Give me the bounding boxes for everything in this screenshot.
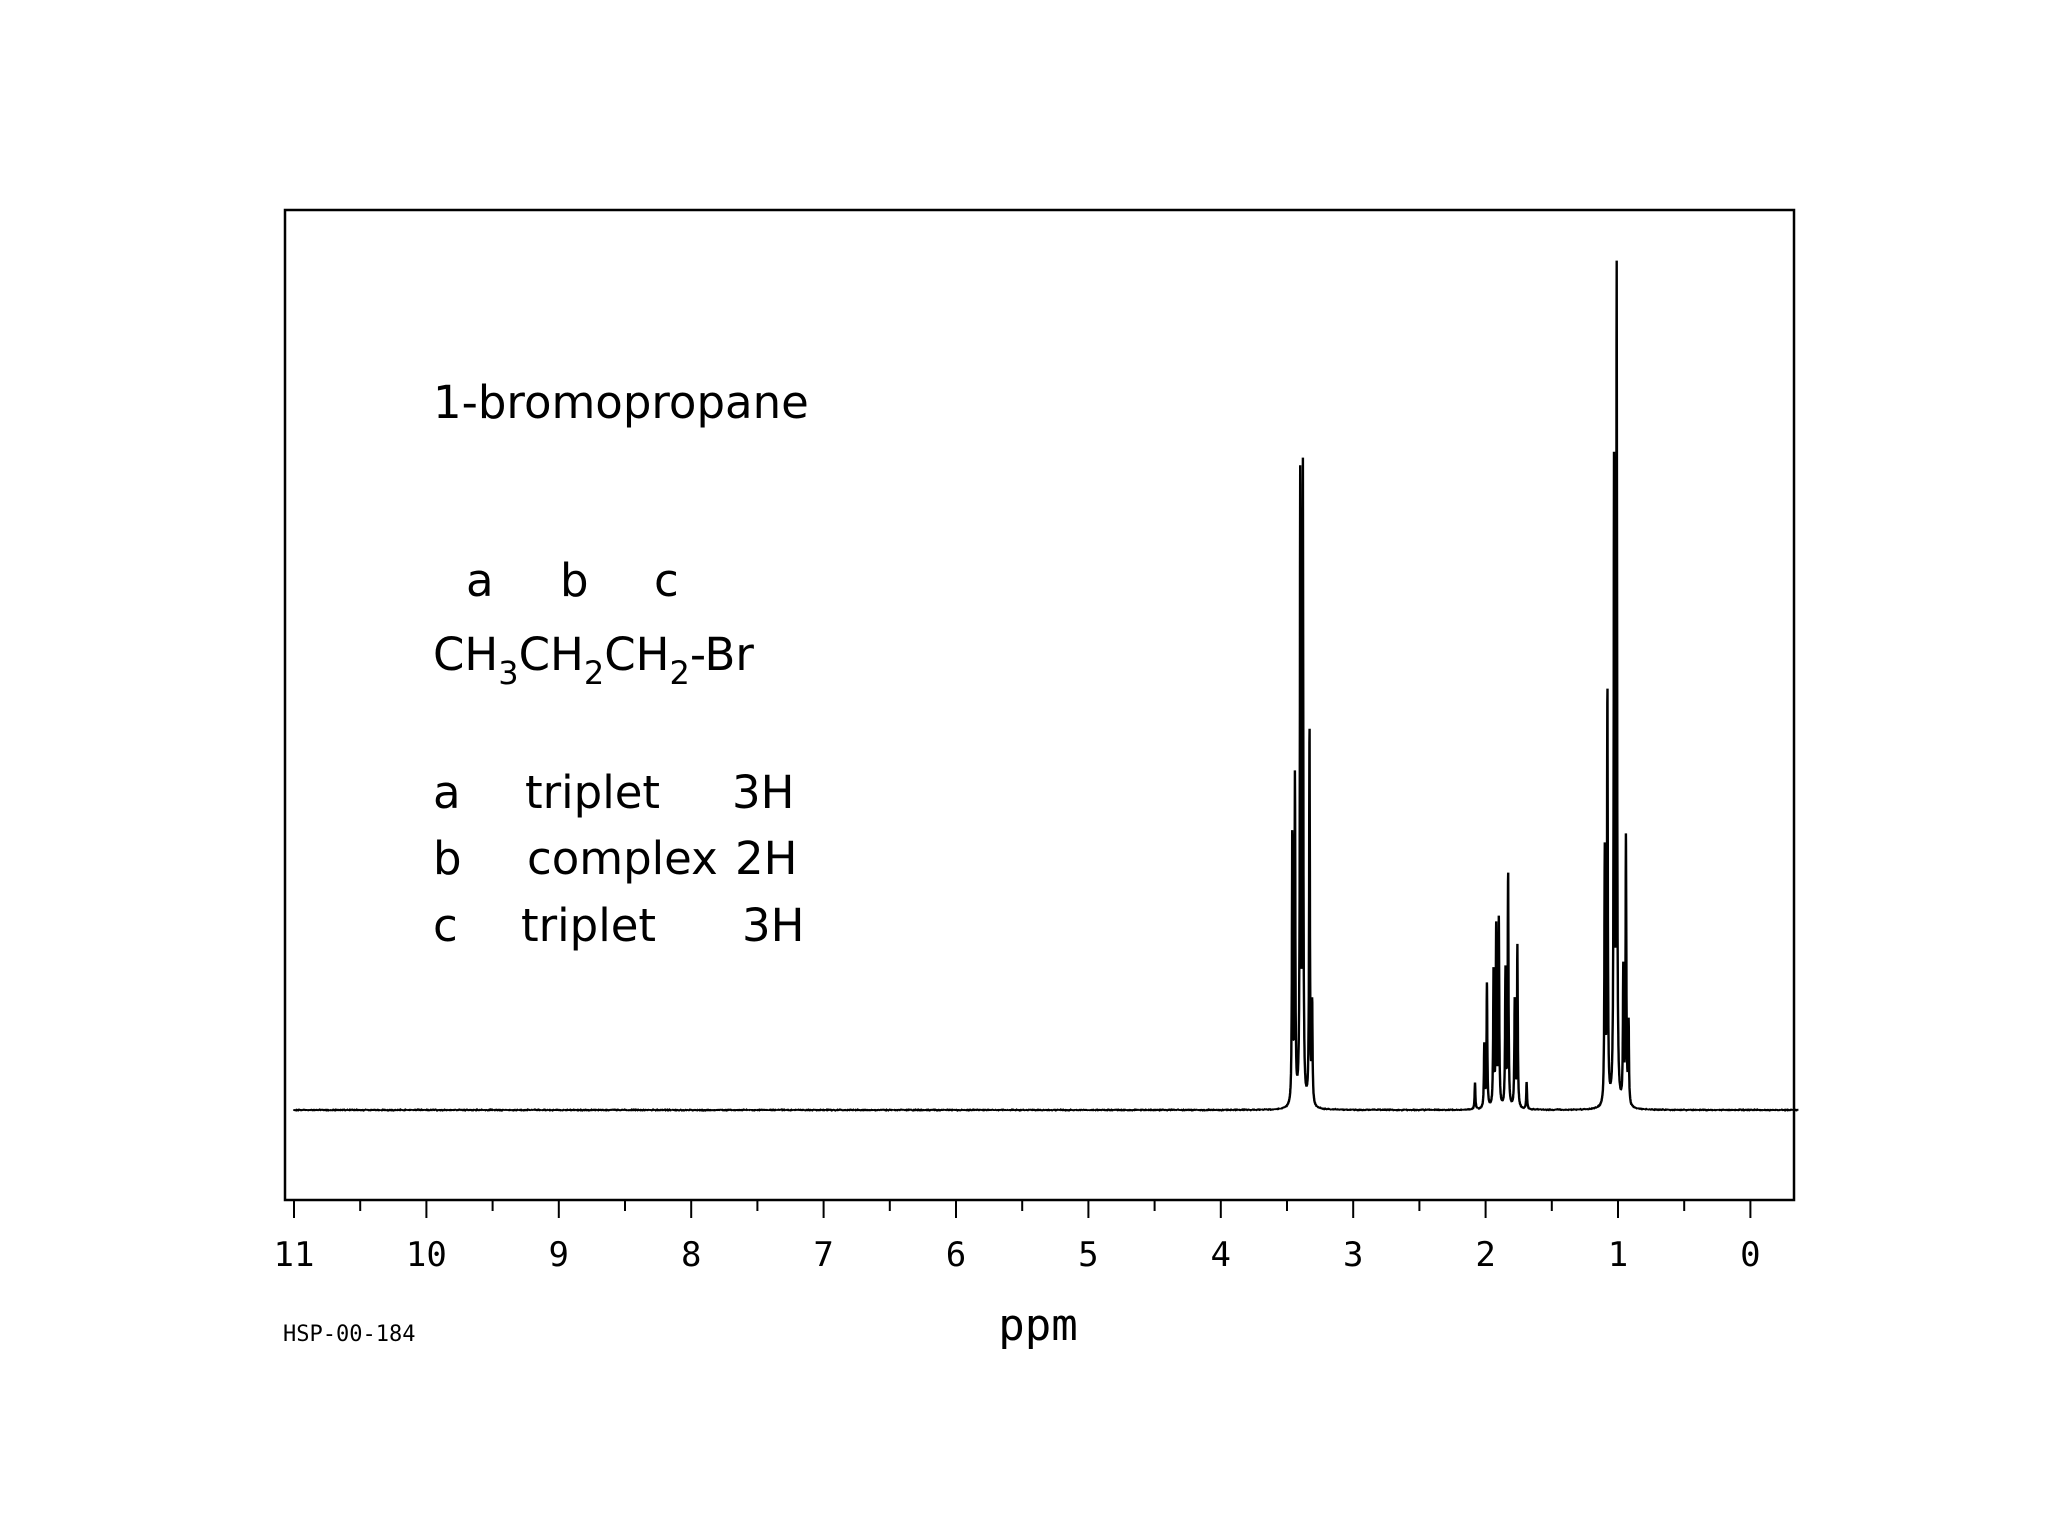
x-tick-label: 10 (406, 1235, 447, 1275)
atom-label-b: b (560, 554, 589, 607)
assignment-integration: 3H (732, 766, 795, 819)
x-axis-tick-labels: 11 10 9 8 7 6 5 4 3 2 1 0 (274, 1235, 1761, 1275)
atom-label-a: a (466, 554, 494, 607)
assignment-integration: 3H (742, 899, 805, 952)
x-axis-ticks (293, 1200, 1752, 1218)
assignment-multiplicity: triplet (521, 899, 657, 952)
spectrum-code-label: HSP-00-184 (283, 1322, 415, 1347)
x-tick-label: 3 (1343, 1235, 1363, 1275)
x-tick-label: 2 (1475, 1235, 1495, 1275)
molecular-formula: CH3CH2CH2-Br (433, 628, 754, 692)
x-tick-label: 6 (946, 1235, 966, 1275)
spectrum-trace (292, 260, 1799, 1112)
assignment-multiplicity: complex (527, 832, 718, 885)
assignment-multiplicity: triplet (525, 766, 661, 819)
x-tick-label: 11 (274, 1235, 315, 1275)
x-axis-label: ppm (998, 1300, 1077, 1351)
x-tick-label: 9 (549, 1235, 569, 1275)
assignment-label: c (433, 899, 458, 952)
atom-label-c: c (654, 554, 679, 607)
x-tick-label: 0 (1740, 1235, 1760, 1275)
assignment-integration: 2H (735, 832, 798, 885)
plot-frame (283, 208, 1796, 1202)
x-tick-label: 4 (1211, 1235, 1231, 1275)
x-tick-label: 7 (813, 1235, 833, 1275)
x-tick-label: 8 (681, 1235, 701, 1275)
assignment-label: a (433, 766, 461, 819)
assignment-label: b (433, 832, 462, 885)
compound-name: 1-bromopropane (433, 376, 809, 429)
x-tick-label: 5 (1078, 1235, 1098, 1275)
x-tick-label: 1 (1608, 1235, 1628, 1275)
